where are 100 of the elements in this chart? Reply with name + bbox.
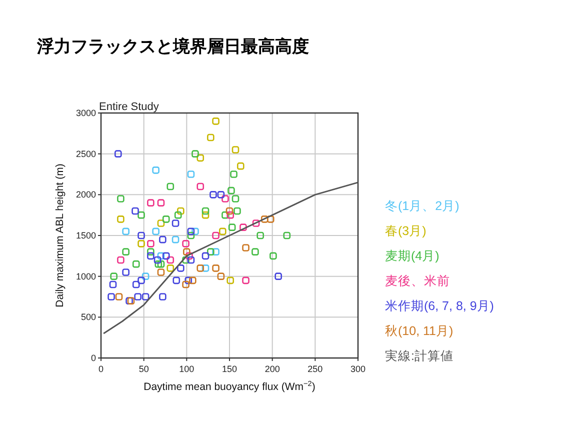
point (147, 252, 154, 260)
point (166, 182, 174, 190)
point (109, 280, 117, 288)
point (108, 293, 115, 300)
point (240, 224, 247, 231)
point (187, 256, 195, 264)
point (242, 244, 250, 252)
point (117, 216, 124, 223)
x-tick-label: 0 (98, 364, 104, 374)
point (186, 252, 193, 260)
point (147, 248, 154, 256)
point (157, 199, 165, 206)
point (142, 272, 150, 280)
point (260, 216, 268, 223)
point (177, 264, 184, 272)
point (115, 293, 123, 300)
point (147, 240, 154, 248)
point (283, 232, 291, 240)
y-tick-label: 0 (90, 353, 96, 363)
point (226, 276, 234, 284)
point (152, 166, 160, 174)
point (189, 276, 196, 284)
point (157, 268, 165, 276)
point (142, 293, 150, 300)
point (166, 264, 174, 272)
point (122, 228, 130, 236)
point (172, 220, 180, 227)
point (217, 272, 225, 280)
point (117, 256, 124, 264)
point (242, 276, 250, 284)
point (226, 211, 234, 219)
point (202, 252, 210, 260)
point (182, 256, 190, 264)
text: 冬(1月、2月) (385, 199, 460, 213)
point (147, 199, 154, 206)
point (159, 293, 166, 300)
point (256, 232, 264, 240)
point (232, 146, 240, 154)
point (174, 211, 182, 219)
point (192, 228, 199, 236)
chart-subtitle: Entire Study (99, 101, 160, 113)
point (172, 276, 180, 284)
point (252, 220, 260, 227)
point (230, 170, 238, 178)
point (132, 280, 140, 288)
point (162, 252, 170, 260)
point (172, 236, 180, 244)
point (138, 276, 145, 284)
text: 米作期(6, 7, 8, 9月) (385, 299, 494, 313)
point (159, 236, 166, 244)
point (252, 248, 259, 256)
point (154, 260, 162, 268)
point (228, 224, 236, 231)
point (162, 216, 170, 223)
y-tick-label: 500 (80, 312, 96, 322)
chart-title: 浮力フラックスと境界層日最高高度 (36, 37, 309, 56)
x-tick-label: 100 (179, 364, 194, 374)
point (192, 150, 199, 158)
point (270, 252, 277, 260)
point (134, 293, 142, 300)
x-tick-label: 250 (308, 364, 323, 374)
y-axis-title: Daily maximum ABL height (m) (54, 164, 66, 308)
x-tick-label: 150 (222, 364, 238, 374)
point (234, 207, 241, 215)
y-tick-label: 2500 (76, 148, 96, 159)
point (187, 228, 195, 236)
y-tick-label: 3000 (76, 108, 96, 118)
point (274, 272, 282, 280)
text: 春(3月) (385, 224, 426, 238)
point (212, 248, 220, 256)
point (157, 260, 165, 268)
x-tick-label: 50 (138, 364, 149, 374)
text: 麦後、米前 (385, 274, 450, 288)
x-axis-title: Daytime mean buoyancy flux (Wm$^{−2}$) (144, 378, 316, 393)
point (232, 195, 240, 202)
point (110, 272, 118, 280)
point (222, 211, 229, 219)
point (184, 276, 192, 284)
point (212, 118, 220, 125)
point (196, 264, 204, 272)
point (183, 248, 190, 256)
point (132, 207, 139, 215)
point (226, 207, 234, 215)
point (207, 134, 214, 142)
point (196, 154, 204, 162)
point (177, 207, 184, 215)
point (218, 228, 226, 236)
point (182, 280, 190, 288)
point (138, 240, 145, 248)
point (122, 248, 130, 256)
x-tick-label: 300 (350, 364, 366, 374)
point (138, 211, 145, 219)
point (210, 191, 217, 198)
text: 実線:計算値 (385, 348, 454, 363)
text: 麦期(4月) (385, 249, 440, 263)
y-tick-label: 2000 (76, 190, 96, 200)
point (154, 256, 162, 264)
point (187, 232, 195, 240)
point (212, 232, 220, 240)
point (152, 228, 160, 236)
